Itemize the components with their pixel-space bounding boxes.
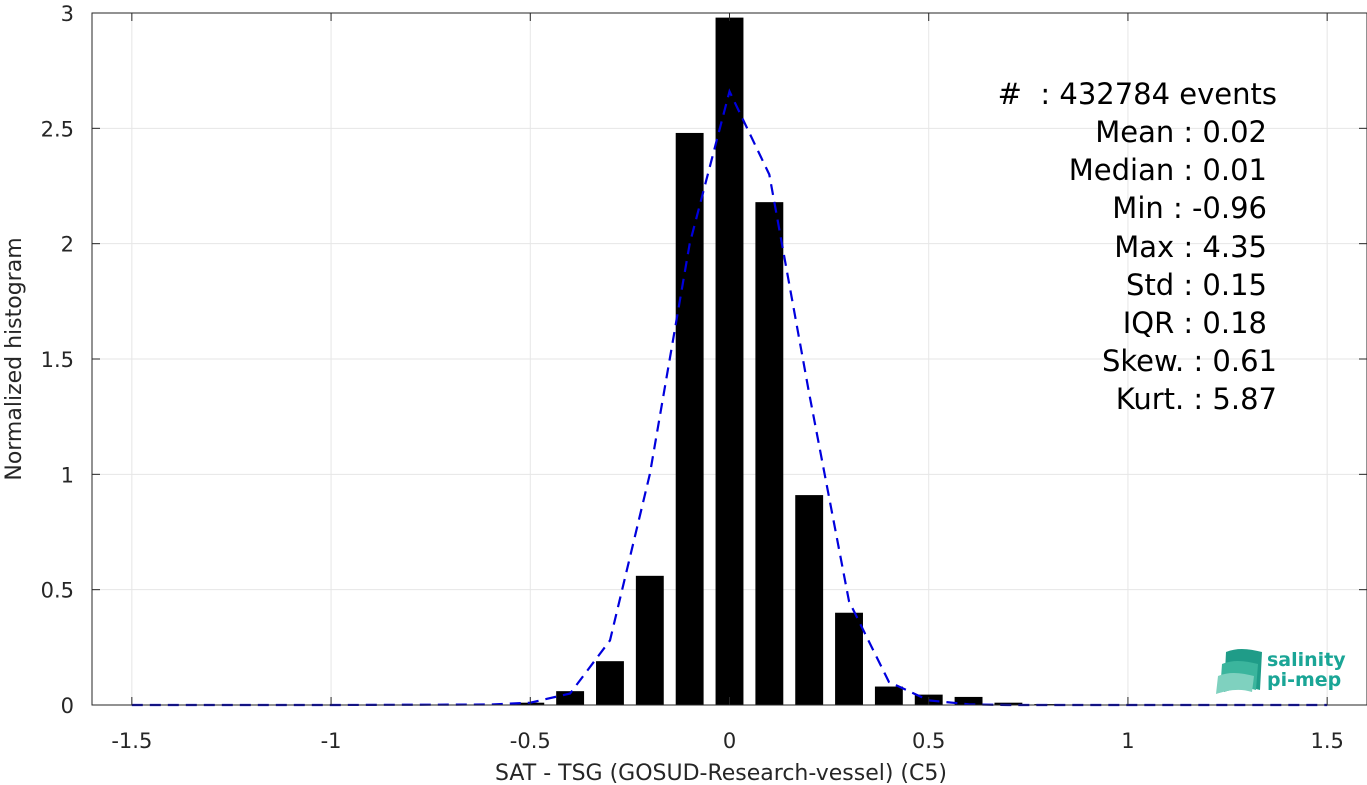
y-tick-label: 2 (61, 233, 74, 257)
histogram-bar (874, 686, 903, 705)
x-tick-label: -0.5 (510, 729, 551, 753)
salinity-pi-mep-logo: salinity pi-mep (1216, 648, 1346, 694)
logo-line2: pi-mep (1267, 669, 1341, 691)
x-tick-label: -1.5 (111, 729, 152, 753)
stat-mean: Mean : 0.02 (1095, 115, 1267, 149)
y-tick-label: 0 (61, 694, 74, 718)
y-tick-label: 2.5 (41, 117, 74, 141)
histogram-bar (755, 202, 784, 705)
y-axis-label: Normalized histogram (2, 237, 27, 480)
x-tick-label: 0 (723, 729, 736, 753)
y-tick-label: 0.5 (41, 579, 74, 603)
histogram-bar (635, 575, 664, 705)
x-axis-label: SAT - TSG (GOSUD-Research-vessel) (C5) (495, 761, 947, 785)
x-tick-label: 1 (1121, 729, 1134, 753)
histogram-bar (795, 495, 824, 705)
stat-max: Max : 4.35 (1114, 230, 1267, 264)
stat-std: Std : 0.15 (1126, 268, 1267, 302)
y-tick-label: 1.5 (41, 348, 74, 372)
histogram-bar (715, 17, 744, 705)
stat-kurt: Kurt. : 5.87 (1116, 382, 1277, 416)
stat-count: # : 432784 events (998, 77, 1277, 111)
stat-iqr: IQR : 0.18 (1123, 306, 1267, 340)
x-tick-label: 1.5 (1310, 729, 1343, 753)
fit-line (131, 88, 1328, 707)
stat-min: Min : -0.96 (1112, 191, 1267, 225)
stats-box: # : 432784 events Mean : 0.02 Median : 0… (998, 77, 1277, 416)
histogram-bar (596, 661, 624, 705)
histogram-bar (675, 132, 704, 706)
ticks (92, 12, 1367, 706)
logo-line1: salinity (1267, 649, 1346, 671)
x-tick-label: -1 (321, 729, 342, 753)
bars (476, 17, 1182, 706)
histogram-bar (954, 696, 983, 705)
histogram-bar (994, 702, 1023, 705)
y-tick-label: 1 (61, 463, 74, 487)
stat-median: Median : 0.01 (1069, 153, 1267, 187)
y-tick-label: 3 (61, 2, 74, 26)
wave-stack-icon (1216, 648, 1262, 694)
x-tick-label: 0.5 (912, 729, 945, 753)
tick-labels: -1.5 -1 -0.5 0 0.5 1 1.5 0 0.5 1 1.5 2 2.5 3 (41, 2, 1344, 753)
stat-skew: Skew. : 0.61 (1102, 344, 1277, 378)
histogram-bar (835, 612, 863, 705)
